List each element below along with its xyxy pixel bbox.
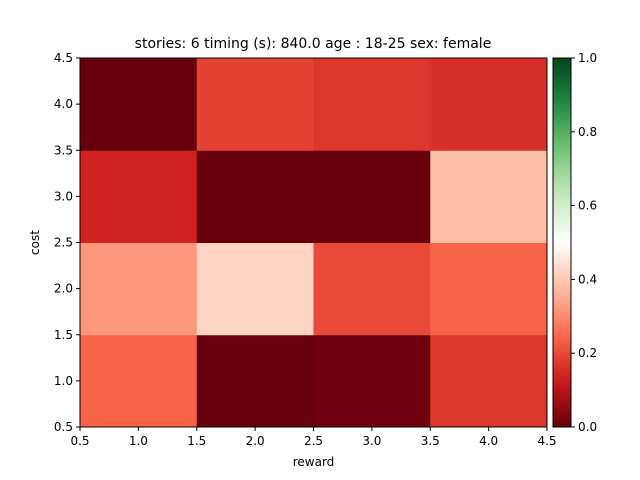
y-tick-label: 3.5 xyxy=(54,143,73,157)
y-tick-label: 1.5 xyxy=(54,328,73,342)
heatmap-cell xyxy=(313,58,431,151)
colorbar-ticks: 0.0 0.2 0.4 0.6 0.8 1.0 xyxy=(571,51,597,434)
y-tick-label: 3.0 xyxy=(54,189,73,203)
colorbar xyxy=(552,57,572,428)
x-tick-label: 3.0 xyxy=(362,434,381,448)
heatmap-cells xyxy=(80,58,548,428)
x-tick-label: 1.0 xyxy=(129,434,148,448)
x-tick-label: 4.5 xyxy=(537,434,556,448)
heatmap-cell xyxy=(430,58,548,151)
colorbar-tick-label: 0.4 xyxy=(578,272,597,286)
y-tick-label: 2.0 xyxy=(54,282,73,296)
heatmap-cell xyxy=(196,150,314,243)
y-tick-label: 4.0 xyxy=(54,97,73,111)
heatmap-cell xyxy=(80,150,198,243)
y-axis-ticks: 0.5 1.0 1.5 2.0 2.5 3.0 3.5 4.0 4.5 xyxy=(54,51,80,434)
x-axis-ticks: 0.5 1.0 1.5 2.0 2.5 3.0 3.5 4.0 4.5 xyxy=(70,427,557,448)
heatmap-cell xyxy=(80,242,198,336)
heatmap-cell xyxy=(313,150,431,243)
heatmap-cell xyxy=(196,58,314,151)
x-tick-label: 1.5 xyxy=(187,434,206,448)
heatmap-cell xyxy=(80,334,198,428)
y-tick-label: 0.5 xyxy=(54,420,73,434)
y-tick-label: 2.5 xyxy=(54,236,73,250)
x-tick-label: 3.5 xyxy=(421,434,440,448)
x-tick-label: 2.5 xyxy=(304,434,323,448)
y-tick-label: 4.5 xyxy=(54,51,73,65)
colorbar-tick-label: 1.0 xyxy=(578,51,597,65)
heatmap-cell xyxy=(196,334,314,428)
chart-title: stories: 6 timing (s): 840.0 age : 18-25… xyxy=(135,36,492,52)
y-axis-label: cost xyxy=(28,230,42,255)
x-tick-label: 0.5 xyxy=(70,434,89,448)
heatmap-cell xyxy=(313,334,431,428)
colorbar-tick-label: 0.6 xyxy=(578,199,597,213)
x-tick-label: 2.0 xyxy=(246,434,265,448)
x-axis-label: reward xyxy=(293,455,335,469)
y-tick-label: 1.0 xyxy=(54,374,73,388)
colorbar-tick-label: 0.0 xyxy=(578,420,597,434)
heatmap-cell xyxy=(196,242,314,336)
colorbar-tick-label: 0.2 xyxy=(578,346,597,360)
heatmap-cell xyxy=(313,242,431,336)
heatmap-cell xyxy=(430,150,548,243)
heatmap-cell xyxy=(80,58,198,151)
x-tick-label: 4.0 xyxy=(479,434,498,448)
heatmap-cell xyxy=(430,242,548,336)
colorbar-tick-label: 0.8 xyxy=(578,125,597,139)
heatmap-cell xyxy=(430,334,548,428)
